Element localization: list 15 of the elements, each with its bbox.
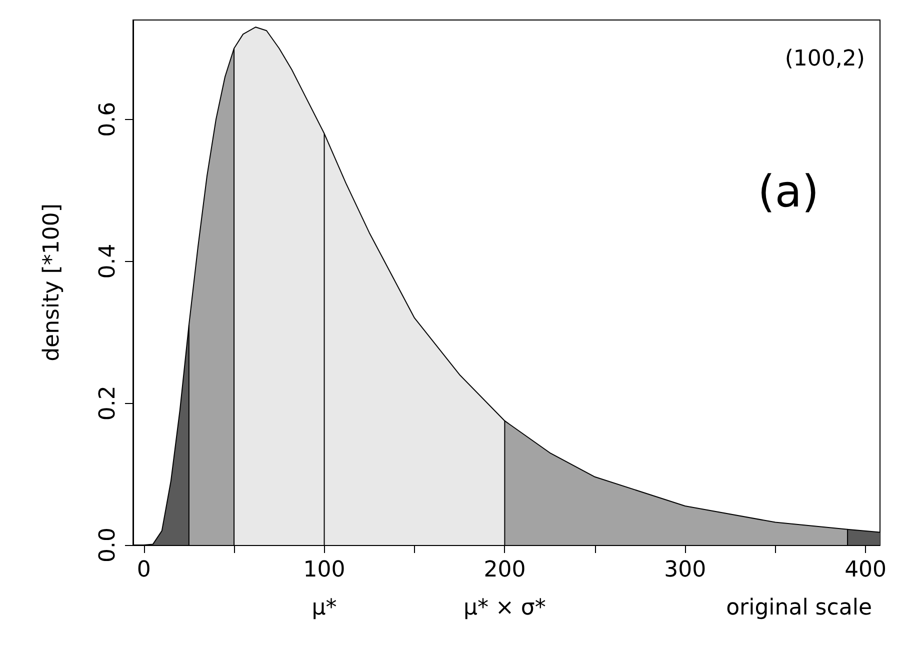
x-tick-label: 400 [844,558,887,582]
x-tick-label: 0 [136,558,151,582]
y-tick-label: 0.2 [96,386,120,421]
x-tick-label: 200 [484,558,526,582]
y-tick-label: 0.6 [96,102,120,137]
x-axis-title: original scale [726,596,872,620]
annotation: (100,2) [784,46,866,72]
x-tick-label: 300 [664,558,706,582]
x-tick-label: 100 [303,558,346,582]
y-axis-title: density [*100] [40,204,64,362]
y-tick-label: 0.4 [96,244,120,279]
annotation: μ* × σ* [464,596,546,620]
y-tick-label: 0.0 [96,528,120,562]
annotation: μ* [312,596,337,620]
annotation: (a) [758,166,819,218]
